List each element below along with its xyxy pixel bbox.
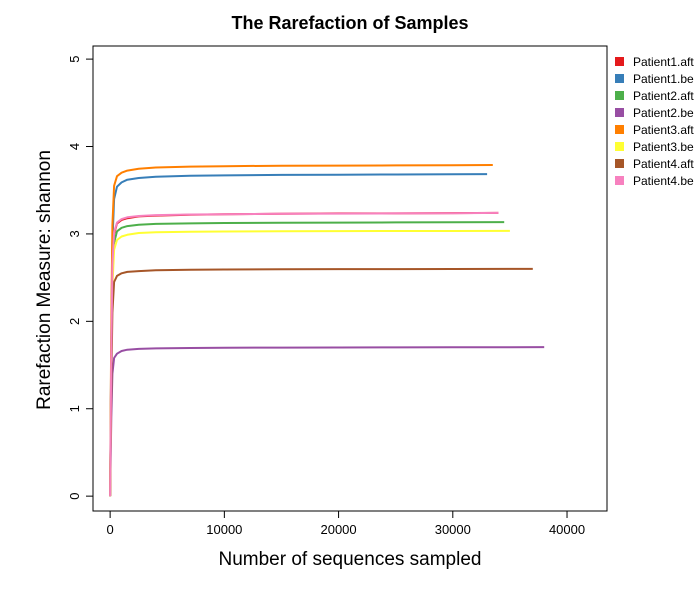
y-tick-label: 1	[67, 405, 82, 412]
legend-swatch	[615, 125, 624, 134]
chart-title: The Rarefaction of Samples	[231, 13, 468, 33]
x-tick-label: 20000	[320, 522, 356, 537]
series-line-patient2-be	[109, 346, 545, 497]
y-tick-label: 4	[67, 143, 82, 150]
series-line-patient3-aft	[109, 164, 493, 497]
legend-swatch	[615, 108, 624, 117]
legend-label: Patient4.be	[633, 174, 694, 188]
legend-swatch	[615, 74, 624, 83]
legend-label: Patient1.be	[633, 72, 694, 86]
legend-swatch	[615, 57, 624, 66]
series-line-patient2-aft	[109, 221, 505, 497]
legend-label: Patient3.aft	[633, 123, 694, 137]
y-tick-label: 3	[67, 230, 82, 237]
y-tick-label: 2	[67, 318, 82, 325]
series-line-patient4-be	[109, 211, 499, 497]
series-line-patient4-aft	[109, 267, 533, 497]
legend-swatch	[615, 159, 624, 168]
y-tick-label: 5	[67, 55, 82, 62]
legend-swatch	[615, 91, 624, 100]
y-axis-label: Rarefaction Measure: shannon	[34, 150, 55, 410]
legend-label: Patient4.aft	[633, 157, 694, 171]
legend-swatch	[615, 176, 624, 185]
x-tick-label: 0	[107, 522, 114, 537]
legend: Patient1.aft Patient1.be Patient2.aft Patie…	[615, 55, 694, 188]
x-tick-label: 40000	[549, 522, 585, 537]
x-tick-label: 10000	[206, 522, 242, 537]
x-tick-label: 30000	[435, 522, 471, 537]
series-line-patient1-aft	[109, 211, 499, 497]
x-axis: 0 10000 20000 30000 40000	[107, 511, 585, 537]
legend-label: Patient2.aft	[633, 89, 694, 103]
legend-swatch	[615, 142, 624, 151]
y-axis: 0 1 2 3 4 5	[67, 55, 93, 500]
series-lines	[109, 164, 545, 497]
plot-frame	[92, 45, 608, 512]
legend-label: Patient3.be	[633, 140, 694, 154]
legend-label: Patient2.be	[633, 106, 694, 120]
x-axis-label: Number of sequences sampled	[219, 549, 482, 570]
legend-label: Patient1.aft	[633, 55, 694, 69]
y-tick-label: 0	[67, 493, 82, 500]
